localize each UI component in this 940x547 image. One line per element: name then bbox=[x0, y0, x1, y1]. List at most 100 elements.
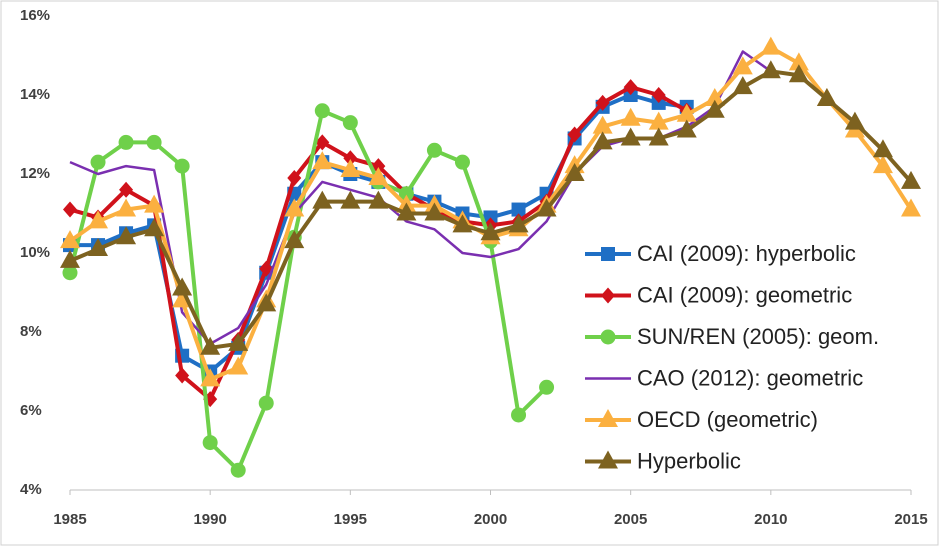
marker bbox=[511, 202, 526, 217]
marker bbox=[480, 222, 501, 241]
marker bbox=[844, 111, 865, 130]
series bbox=[62, 103, 555, 478]
marker bbox=[116, 226, 137, 245]
marker bbox=[760, 36, 781, 55]
y-tick-label: 12% bbox=[20, 165, 50, 182]
marker bbox=[424, 202, 445, 221]
marker bbox=[343, 150, 358, 167]
marker bbox=[200, 336, 221, 355]
marker bbox=[426, 142, 442, 158]
marker bbox=[88, 210, 109, 229]
marker bbox=[704, 87, 725, 106]
marker bbox=[788, 52, 809, 71]
marker bbox=[601, 287, 615, 304]
legend-label: SUN/REN (2005): geom. bbox=[637, 324, 879, 349]
marker bbox=[202, 435, 218, 451]
marker bbox=[116, 198, 137, 217]
marker bbox=[119, 181, 134, 198]
marker bbox=[172, 277, 193, 296]
marker bbox=[62, 265, 78, 281]
marker bbox=[704, 99, 725, 118]
marker bbox=[901, 170, 921, 189]
legend-box bbox=[577, 234, 929, 487]
marker bbox=[788, 64, 809, 83]
y-tick-label: 4% bbox=[20, 481, 42, 498]
x-tick-label: 1990 bbox=[193, 511, 226, 528]
legend-label: OECD (geometric) bbox=[637, 407, 818, 432]
marker bbox=[539, 379, 555, 395]
marker bbox=[228, 332, 249, 351]
marker bbox=[592, 115, 613, 134]
marker bbox=[567, 126, 582, 143]
marker bbox=[595, 94, 610, 111]
marker bbox=[452, 214, 473, 233]
marker bbox=[340, 159, 361, 178]
marker bbox=[760, 60, 781, 79]
marker bbox=[816, 87, 837, 106]
marker bbox=[511, 407, 527, 423]
marker bbox=[651, 87, 666, 103]
x-tick-label: 2005 bbox=[614, 511, 647, 528]
marker bbox=[314, 103, 330, 119]
marker bbox=[620, 127, 641, 146]
marker bbox=[228, 356, 249, 375]
marker bbox=[342, 115, 358, 131]
legend-label: CAO (2012): geometric bbox=[637, 365, 863, 390]
marker bbox=[454, 154, 470, 170]
legend-label: Hyperbolic bbox=[637, 448, 741, 473]
marker bbox=[564, 163, 585, 181]
marker bbox=[144, 218, 165, 237]
marker bbox=[88, 238, 109, 257]
y-tick-label: 10% bbox=[20, 244, 50, 261]
marker bbox=[623, 79, 638, 96]
marker bbox=[63, 201, 77, 218]
x-tick-label: 2010 bbox=[754, 511, 787, 528]
marker bbox=[872, 155, 893, 174]
marker bbox=[598, 450, 618, 469]
x-tick-label: 1985 bbox=[53, 511, 86, 528]
marker bbox=[732, 76, 753, 95]
legend-label: CAI (2009): geometric bbox=[637, 282, 852, 307]
marker bbox=[600, 329, 616, 345]
marker bbox=[536, 198, 557, 217]
marker bbox=[60, 230, 80, 249]
legend-label: CAI (2009): hyperbolic bbox=[637, 241, 856, 266]
marker bbox=[340, 190, 361, 209]
marker bbox=[174, 158, 190, 174]
marker bbox=[146, 134, 162, 150]
marker bbox=[398, 186, 414, 202]
marker bbox=[118, 134, 134, 150]
marker bbox=[200, 368, 221, 387]
marker bbox=[315, 134, 330, 151]
y-tick-label: 8% bbox=[20, 323, 42, 340]
marker bbox=[312, 151, 333, 170]
marker bbox=[648, 111, 669, 130]
marker bbox=[230, 462, 246, 478]
x-tick-label: 2015 bbox=[894, 511, 927, 528]
y-tick-label: 14% bbox=[20, 86, 50, 103]
marker bbox=[601, 247, 615, 261]
marker bbox=[676, 103, 697, 122]
marker bbox=[287, 169, 302, 186]
marker bbox=[368, 190, 389, 209]
marker bbox=[648, 127, 669, 146]
marker bbox=[256, 293, 277, 312]
marker bbox=[508, 214, 529, 233]
marker bbox=[872, 139, 893, 158]
marker bbox=[598, 409, 618, 427]
x-tick-label: 1995 bbox=[334, 511, 367, 528]
marker bbox=[312, 190, 333, 209]
marker bbox=[284, 230, 305, 249]
marker bbox=[284, 198, 305, 217]
marker bbox=[396, 202, 417, 221]
marker bbox=[732, 56, 753, 75]
marker bbox=[90, 154, 106, 170]
marker bbox=[175, 367, 190, 384]
series bbox=[60, 60, 921, 355]
marker bbox=[258, 395, 274, 411]
marker bbox=[144, 194, 165, 213]
x-tick-label: 2000 bbox=[474, 511, 507, 528]
marker bbox=[368, 166, 389, 185]
marker bbox=[60, 249, 80, 268]
